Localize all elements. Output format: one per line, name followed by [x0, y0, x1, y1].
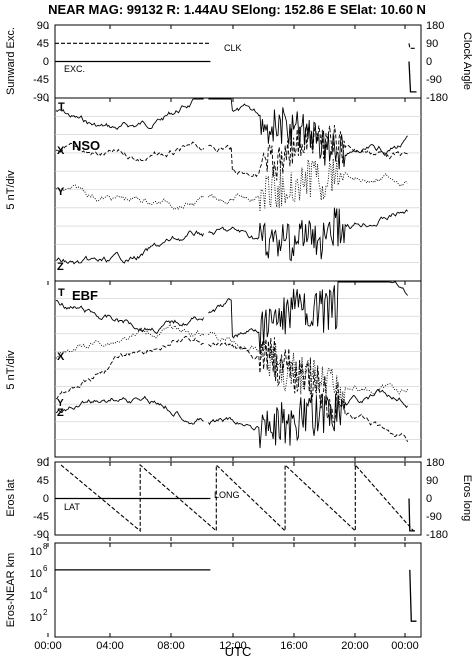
panel5-frame [54, 542, 422, 638]
p3-division-lines [55, 298, 421, 440]
nso-tag: NSO [72, 138, 100, 153]
series-clk [55, 42, 415, 49]
p3-y-label: Y [57, 398, 64, 409]
p4-plot-area [55, 463, 415, 533]
figure-title: NEAR MAG: 99132 R: 1.44AU SElong: 152.86… [48, 2, 426, 17]
p3-plot-area [55, 281, 409, 449]
p5-tick: 10 [30, 590, 42, 602]
trace-p2-x [55, 124, 408, 181]
x-tick-label: 00:00 [391, 640, 419, 652]
lat-label: LAT [64, 502, 80, 512]
x-tick-label: 08:00 [157, 640, 185, 652]
x-tick-label: 04:00 [96, 640, 124, 652]
long-label: LONG [214, 490, 240, 500]
p4-left-tick: -45 [33, 511, 49, 523]
trace-p2-t [55, 98, 408, 170]
p4-right-axis-label: Eros long [461, 475, 473, 521]
p2-axis-label: 5 nT/div [5, 170, 17, 210]
series-exc- [55, 60, 417, 93]
series-lat [55, 497, 415, 532]
p1-left-tick: -90 [33, 92, 49, 104]
series-eros-near-km [55, 569, 417, 622]
p1-left-axis-label: Sunward Exc. [5, 27, 17, 95]
p4-right-tick: -90 [426, 511, 442, 523]
p1-left-tick: 0 [43, 56, 49, 68]
p4-right-tick: 90 [426, 475, 438, 487]
trace-p2-z [55, 207, 408, 265]
p2-z-label: Z [57, 261, 64, 273]
p1-right-tick: -90 [426, 74, 442, 86]
x-tick-label: 16:00 [280, 640, 308, 652]
p4-left-tick: 45 [37, 475, 49, 487]
p3-axis-label: 5 nT/div [5, 350, 17, 390]
x-tick-label: 20:00 [341, 640, 369, 652]
p1-plot-area [55, 42, 417, 93]
x-axis: 00:00 04:00 08:00 12:00 16:00 20:00 00:0… [34, 25, 419, 656]
panel-nso: 5 nT/div NSO T X Y Z [5, 97, 422, 282]
p5-axis-label: Eros-NEAR km [5, 553, 17, 628]
p3-z-label: Z [57, 407, 64, 419]
p4-left-tick: -90 [33, 529, 49, 541]
trace-p3-t [55, 281, 408, 355]
p4-left-tick: 0 [43, 493, 49, 505]
p2-division-lines [55, 116, 421, 264]
panel-eros-near-distance: Eros-NEAR km 10 10 10 10 8 6 4 2 [5, 542, 422, 638]
p1-right-tick: 0 [426, 56, 432, 68]
p1-left-tick: 90 [37, 20, 49, 32]
p2-t-label: T [58, 101, 65, 113]
p5-tick: 10 [30, 568, 42, 580]
p5-tick-exponent: 8 [43, 542, 48, 551]
x-axis-label: UTC [225, 644, 252, 656]
p3-t-label: T [58, 287, 65, 299]
series-long [60, 463, 414, 533]
p1-left-tick: -45 [33, 74, 49, 86]
p5-tick: 10 [30, 612, 42, 624]
p5-tick: 10 [30, 546, 42, 558]
p1-right-tick: 90 [426, 38, 438, 50]
p2-y-label: Y [57, 186, 65, 198]
p2-plot-area [55, 98, 408, 265]
p4-right-tick: -180 [426, 529, 448, 541]
p4-left-axis-label: Eros lat [5, 479, 17, 516]
p1-right-axis-label: Clock Angle [461, 32, 473, 90]
panel-sunward-clock: 90 45 0 -45 -90 180 90 0 -90 -180 Sunwar… [5, 20, 473, 104]
p4-left-tick: 90 [37, 457, 49, 469]
p5-tick-exponent: 2 [43, 608, 48, 617]
p1-right-tick: -180 [426, 92, 448, 104]
p4-right-tick: 0 [426, 493, 432, 505]
p4-right-tick: 180 [426, 457, 444, 469]
x-tick-label: 00:00 [34, 640, 62, 652]
trace-p3-x [55, 323, 409, 409]
x-tick-label: 12:00 [219, 640, 247, 652]
panel-ebf: 5 nT/div EBF T X Y Z [5, 280, 422, 458]
p5-plot-area [55, 569, 417, 622]
p5-tick-exponent: 4 [43, 586, 48, 595]
trace-p2-y [55, 158, 408, 212]
p3-x-label: X [57, 351, 65, 363]
trace-p3-y [55, 335, 409, 443]
panel-eros-lat-long: 90 45 0 -45 -90 180 90 0 -90 -180 Eros l… [5, 457, 473, 541]
trace-p3-z [55, 389, 408, 449]
exc-label: EXC. [64, 64, 85, 74]
clk-label: CLK [224, 43, 242, 53]
ebf-tag: EBF [72, 288, 98, 303]
p1-left-tick: 45 [37, 38, 49, 50]
p1-right-tick: 180 [426, 20, 444, 32]
p5-tick-exponent: 6 [43, 564, 48, 573]
